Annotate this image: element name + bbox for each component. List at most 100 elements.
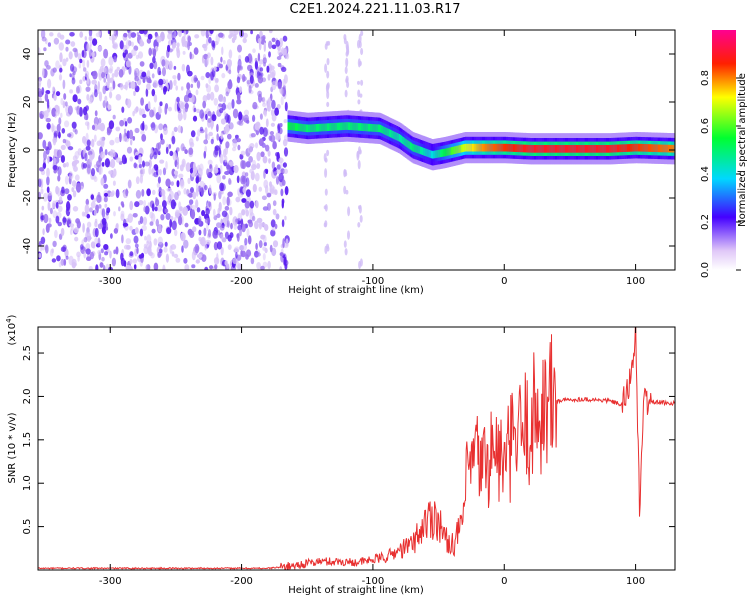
ridge-cell bbox=[331, 123, 334, 131]
x-tick-label: 0 bbox=[501, 576, 507, 587]
noise-speck bbox=[227, 102, 232, 110]
ridge-cell bbox=[361, 123, 363, 131]
noise-speck bbox=[279, 123, 283, 128]
noise-speck bbox=[195, 136, 199, 142]
noise-speck bbox=[70, 41, 76, 47]
ridge-cell bbox=[428, 149, 430, 158]
ridge-cell bbox=[485, 143, 487, 152]
noise-speck bbox=[203, 227, 207, 237]
ridge-cell bbox=[546, 145, 548, 153]
streak-speck bbox=[345, 57, 349, 68]
streak-speck bbox=[347, 230, 350, 240]
noise-speck bbox=[138, 163, 142, 169]
ridge-cell bbox=[354, 122, 357, 131]
noise-speck bbox=[86, 164, 91, 175]
noise-speck bbox=[189, 51, 192, 60]
ridge-cell bbox=[658, 144, 661, 153]
noise-speck bbox=[266, 202, 271, 211]
noise-speck bbox=[65, 57, 69, 62]
noise-speck bbox=[208, 201, 211, 208]
noise-speck bbox=[47, 141, 52, 148]
ridge-cell bbox=[608, 145, 610, 153]
noise-speck bbox=[205, 30, 210, 39]
noise-speck bbox=[186, 82, 191, 90]
noise-speck bbox=[254, 172, 260, 182]
ridge-cell bbox=[400, 134, 402, 143]
noise-speck bbox=[95, 264, 99, 270]
noise-speck bbox=[280, 96, 284, 106]
noise-speck bbox=[170, 199, 176, 210]
noise-speck bbox=[250, 171, 255, 181]
noise-speck bbox=[156, 36, 162, 43]
noise-speck bbox=[78, 63, 82, 69]
noise-speck bbox=[268, 51, 271, 58]
noise-speck bbox=[269, 131, 274, 136]
ridge-cell bbox=[667, 144, 670, 153]
noise-speck bbox=[245, 249, 252, 257]
noise-speck bbox=[196, 207, 201, 213]
noise-speck bbox=[57, 166, 62, 176]
noise-speck bbox=[71, 160, 77, 167]
ridge-cell bbox=[483, 143, 485, 152]
noise-speck bbox=[220, 118, 226, 125]
ridge-cell bbox=[439, 149, 442, 158]
noise-speck bbox=[236, 76, 241, 84]
noise-speck bbox=[213, 241, 218, 251]
ridge-cell bbox=[486, 143, 488, 152]
noise-speck bbox=[103, 265, 106, 270]
ridge-cell bbox=[397, 133, 400, 142]
ridge-cell bbox=[455, 146, 458, 154]
noise-speck bbox=[115, 126, 121, 132]
ridge-cell bbox=[459, 145, 462, 153]
spectrogram-x-axis-label: Height of straight line (km) bbox=[288, 285, 424, 296]
noise-speck bbox=[113, 228, 119, 234]
noise-speck bbox=[227, 244, 232, 251]
noise-speck bbox=[256, 151, 261, 162]
ridge-cell bbox=[352, 122, 355, 131]
noise-speck bbox=[91, 51, 95, 58]
ridge-cell bbox=[567, 145, 569, 153]
noise-speck bbox=[210, 121, 214, 130]
ridge-cell bbox=[605, 145, 608, 153]
noise-speck bbox=[146, 70, 151, 79]
noise-speck bbox=[252, 114, 256, 122]
ridge-cell bbox=[427, 149, 429, 157]
noise-speck bbox=[67, 146, 74, 151]
ridge-cell bbox=[513, 144, 516, 152]
noise-speck bbox=[256, 262, 261, 270]
noise-speck bbox=[88, 265, 93, 270]
noise-speck bbox=[46, 167, 50, 178]
noise-speck bbox=[178, 215, 183, 226]
noise-speck bbox=[77, 98, 82, 105]
noise-speck bbox=[175, 257, 181, 263]
noise-speck bbox=[174, 191, 179, 201]
ridge-cell bbox=[607, 145, 609, 153]
noise-speck bbox=[258, 138, 264, 147]
noise-speck bbox=[219, 153, 224, 164]
noise-speck bbox=[72, 70, 76, 76]
ridge-cell bbox=[457, 145, 460, 154]
noise-speck bbox=[44, 60, 49, 67]
noise-speck bbox=[115, 94, 122, 101]
noise-speck bbox=[60, 97, 64, 106]
noise-speck bbox=[270, 109, 275, 117]
noise-speck bbox=[227, 114, 231, 124]
streak-speck bbox=[326, 83, 330, 91]
colorbar-tick-label: 0.8 bbox=[700, 70, 711, 86]
noise-speck bbox=[144, 124, 148, 131]
noise-speck bbox=[244, 172, 249, 177]
noise-speck bbox=[214, 84, 220, 93]
noise-speck bbox=[171, 168, 176, 177]
x-tick-label: 100 bbox=[626, 276, 645, 287]
ridge-cell bbox=[551, 145, 553, 153]
noise-speck bbox=[223, 111, 227, 117]
noise-speck bbox=[125, 238, 131, 245]
noise-speck bbox=[239, 245, 245, 251]
noise-speck bbox=[182, 206, 188, 216]
noise-speck bbox=[257, 75, 264, 84]
noise-speck bbox=[91, 79, 97, 85]
noise-speck bbox=[112, 44, 116, 49]
ridge-cell bbox=[402, 136, 404, 144]
ridge-cell bbox=[309, 124, 312, 133]
noise-speck bbox=[168, 106, 172, 112]
